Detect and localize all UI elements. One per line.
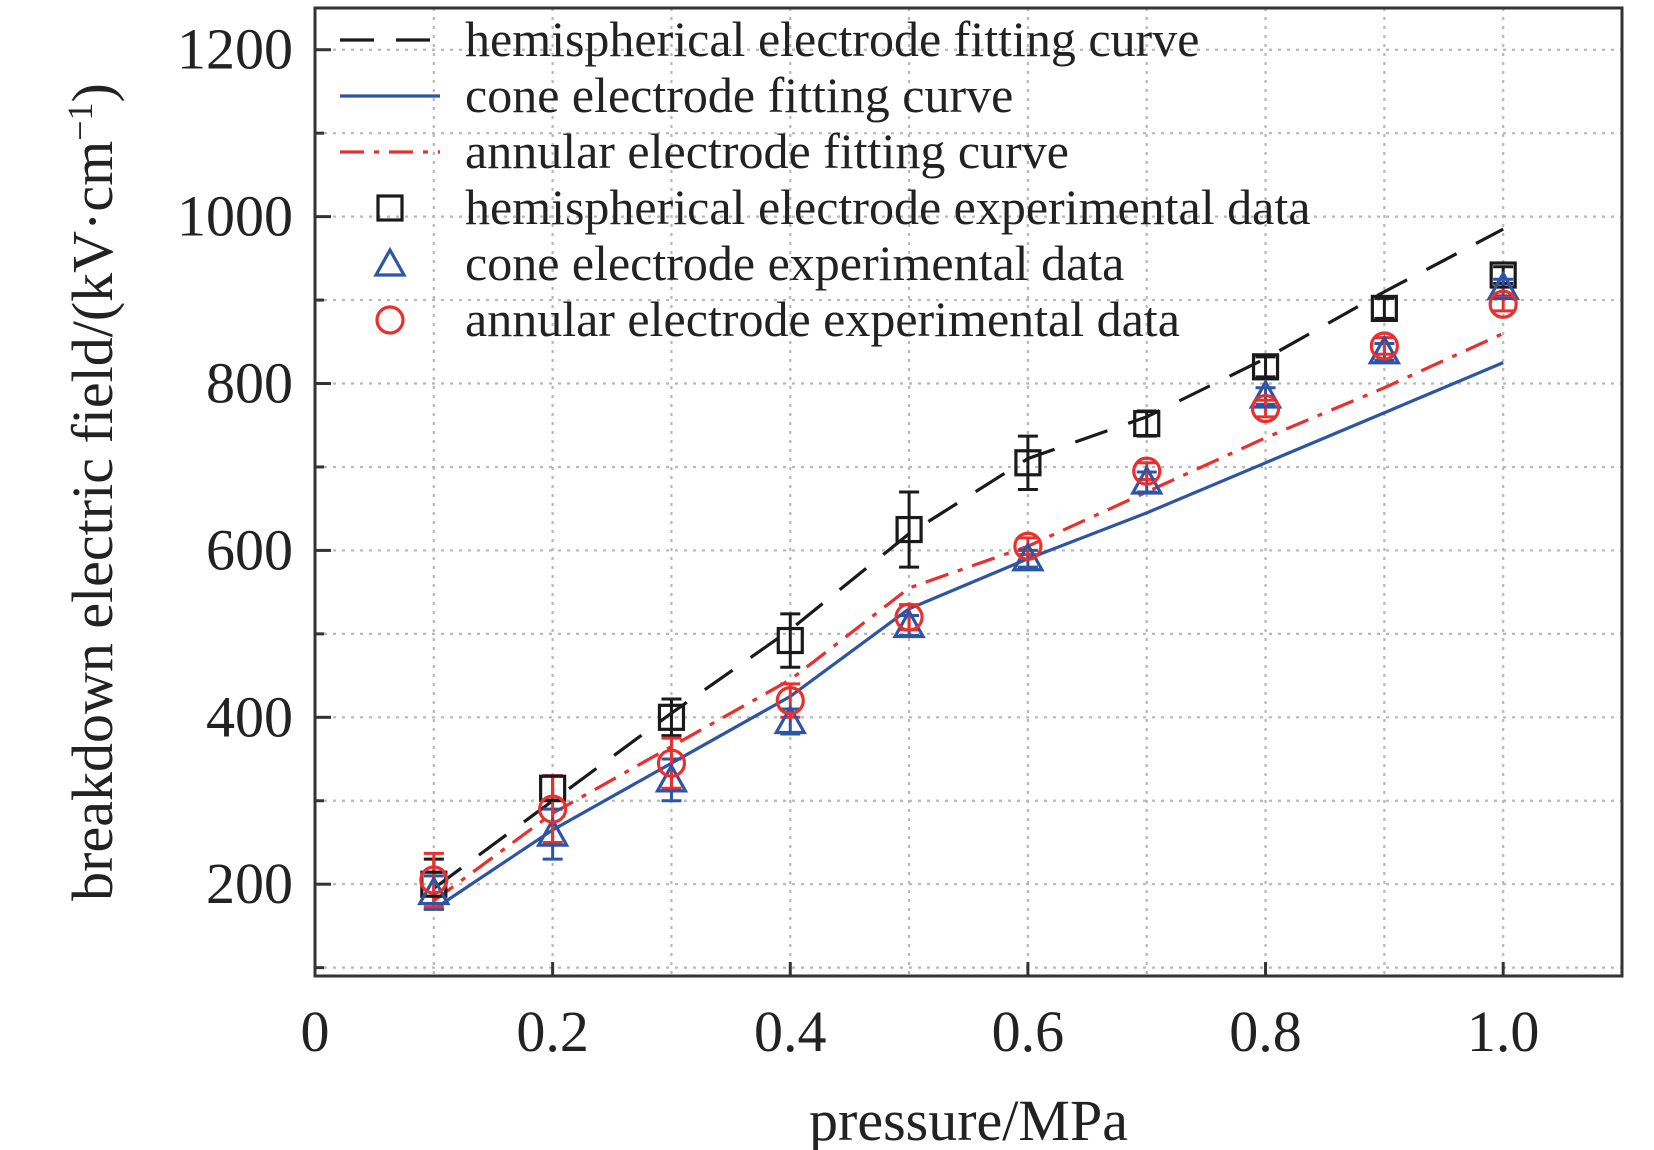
legend-label: hemispherical electrode fitting curve (465, 11, 1199, 67)
circle-marker (775, 686, 805, 716)
axis-ticks: 0 0.2 0.4 0.6 0.8 1.0 200 400 600 800 1000 1200 (177, 17, 1539, 1064)
square-marker (1489, 261, 1517, 289)
square-marker (657, 703, 686, 731)
error-bar (899, 490, 920, 569)
y-tick-label: 800 (206, 351, 293, 416)
circle-marker (538, 794, 568, 824)
circle-marker (419, 865, 449, 895)
triangle-marker (373, 246, 407, 277)
circle-marker (1132, 456, 1162, 486)
y-axis-label-main: breakdown electric field/(kV·cm (60, 141, 125, 901)
y-tick-label: 1000 (177, 184, 293, 249)
legend-item: annular electrode experimental data (375, 291, 1180, 347)
data-markers (417, 261, 1520, 906)
error-bar (1374, 296, 1395, 320)
circle-marker (1488, 289, 1518, 319)
square-marker (895, 515, 923, 544)
x-tick-label: 0.2 (516, 999, 589, 1064)
x-tick-label: 0.8 (1229, 999, 1302, 1064)
legend: hemispherical electrode fitting curvecon… (340, 11, 1310, 347)
fit-curve-line (432, 331, 1504, 903)
y-tick-label: 400 (206, 684, 293, 749)
circle-marker (1250, 393, 1281, 424)
legend-item: cone electrode experimental data (373, 235, 1124, 291)
square-marker (1133, 409, 1161, 438)
error-bar (780, 612, 801, 669)
square-marker (376, 194, 404, 222)
circle-marker (656, 748, 687, 778)
legend-label: cone electrode fitting curve (465, 67, 1013, 123)
legend-item: hemispherical electrode experimental dat… (376, 179, 1310, 235)
square-marker (539, 774, 567, 802)
triangle-marker (773, 704, 808, 735)
legend-label: annular electrode fitting curve (465, 123, 1069, 179)
x-axis-label: pressure/MPa (809, 1088, 1128, 1150)
legend-item: hemispherical electrode fitting curve (340, 11, 1199, 67)
triangle-marker (654, 762, 689, 793)
legend-label: hemispherical electrode experimental dat… (465, 179, 1310, 235)
square-marker (776, 626, 804, 655)
error-bar (1255, 355, 1276, 379)
error-bars (423, 265, 1514, 911)
fit-curves (432, 227, 1504, 911)
legend-item: annular electrode fitting curve (340, 123, 1069, 179)
x-tick-label: 0 (301, 999, 330, 1064)
grid (315, 8, 1622, 976)
y-axis-label: breakdown electric field/(kV·cm−1) (60, 83, 125, 901)
plot-frame (313, 6, 1624, 978)
legend-label: annular electrode experimental data (465, 291, 1180, 347)
fit-curve-line (432, 361, 1504, 911)
y-tick-label: 600 (206, 517, 293, 582)
circle-marker (894, 602, 924, 632)
x-tick-label: 1.0 (1467, 999, 1540, 1064)
triangle-marker (535, 816, 570, 847)
y-tick-label: 1200 (177, 17, 293, 82)
square-marker (1370, 294, 1398, 323)
circle-marker (1013, 531, 1043, 561)
x-tick-label: 0.4 (754, 999, 827, 1064)
circle-marker (375, 305, 405, 335)
y-axis-label-superscript: −1 (60, 102, 100, 140)
triangle-marker (1248, 378, 1283, 409)
legend-label: cone electrode experimental data (465, 235, 1124, 291)
error-bar (1017, 434, 1038, 491)
x-tick-label: 0.6 (992, 999, 1065, 1064)
legend-item: cone electrode fitting curve (340, 67, 1013, 123)
triangle-marker (1486, 270, 1520, 301)
triangle-marker (1367, 334, 1402, 365)
triangle-marker (892, 608, 926, 639)
y-axis-label-close: ) (60, 83, 125, 102)
square-marker (1014, 449, 1042, 477)
circle-marker (1369, 331, 1399, 361)
y-tick-label: 200 (206, 851, 293, 916)
